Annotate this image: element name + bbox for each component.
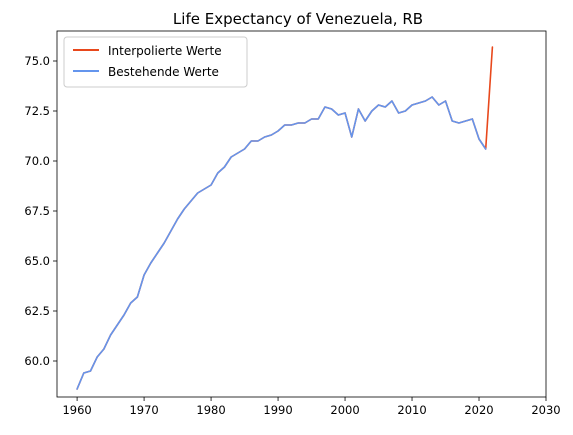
x-tick-label: 2000 xyxy=(330,403,359,417)
x-tick-label: 1990 xyxy=(263,403,292,417)
y-tick-label: 70.0 xyxy=(24,154,50,168)
chart-title: Life Expectancy of Venezuela, RB xyxy=(173,10,423,28)
y-tick-label: 72.5 xyxy=(24,104,50,118)
plot-frame xyxy=(56,30,547,398)
y-axis: 60.0 62.5 65.0 67.5 70.0 72.5 75.0 xyxy=(24,54,57,368)
y-tick-label: 60.0 xyxy=(24,354,50,368)
series-layer xyxy=(76,46,494,390)
series-line-bestehende-werte xyxy=(76,96,487,390)
x-tick-label: 1960 xyxy=(62,403,91,417)
legend-label-bestehende-werte: Bestehende Werte xyxy=(108,65,219,79)
legend-label-interpolierte-werte: Interpolierte Werte xyxy=(108,44,222,58)
x-axis: 1960 1970 1980 1990 2000 2010 2020 2030 xyxy=(62,397,561,417)
x-tick-label: 1970 xyxy=(129,403,158,417)
legend-box xyxy=(63,36,248,88)
x-tick-label: 2030 xyxy=(531,403,560,417)
y-tick-label: 65.0 xyxy=(24,254,50,268)
x-tick-label: 1980 xyxy=(196,403,225,417)
x-tick-label: 2020 xyxy=(464,403,493,417)
y-tick-label: 75.0 xyxy=(24,54,50,68)
x-tick-label: 2010 xyxy=(397,403,426,417)
y-tick-label: 67.5 xyxy=(24,204,50,218)
legend: Interpolierte Werte Bestehende Werte xyxy=(63,36,248,88)
y-tick-label: 62.5 xyxy=(24,304,50,318)
